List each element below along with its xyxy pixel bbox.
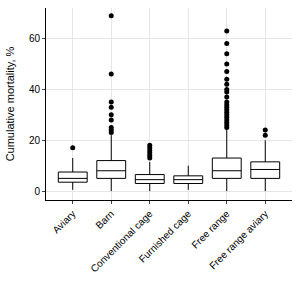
svg-text:Free range: Free range [189,208,232,251]
svg-text:Free range aviary: Free range aviary [207,208,270,271]
svg-text:Aviary: Aviary [50,208,77,235]
svg-text:0: 0 [34,186,40,197]
svg-text:60: 60 [29,33,41,44]
svg-text:20: 20 [29,135,41,146]
svg-text:Furnished cage: Furnished cage [137,208,194,265]
svg-text:40: 40 [29,84,41,95]
svg-text:Barn: Barn [93,208,116,231]
svg-text:Conventional cage: Conventional cage [88,208,155,275]
svg-text:Cumulative mortality, %: Cumulative mortality, % [4,46,16,161]
